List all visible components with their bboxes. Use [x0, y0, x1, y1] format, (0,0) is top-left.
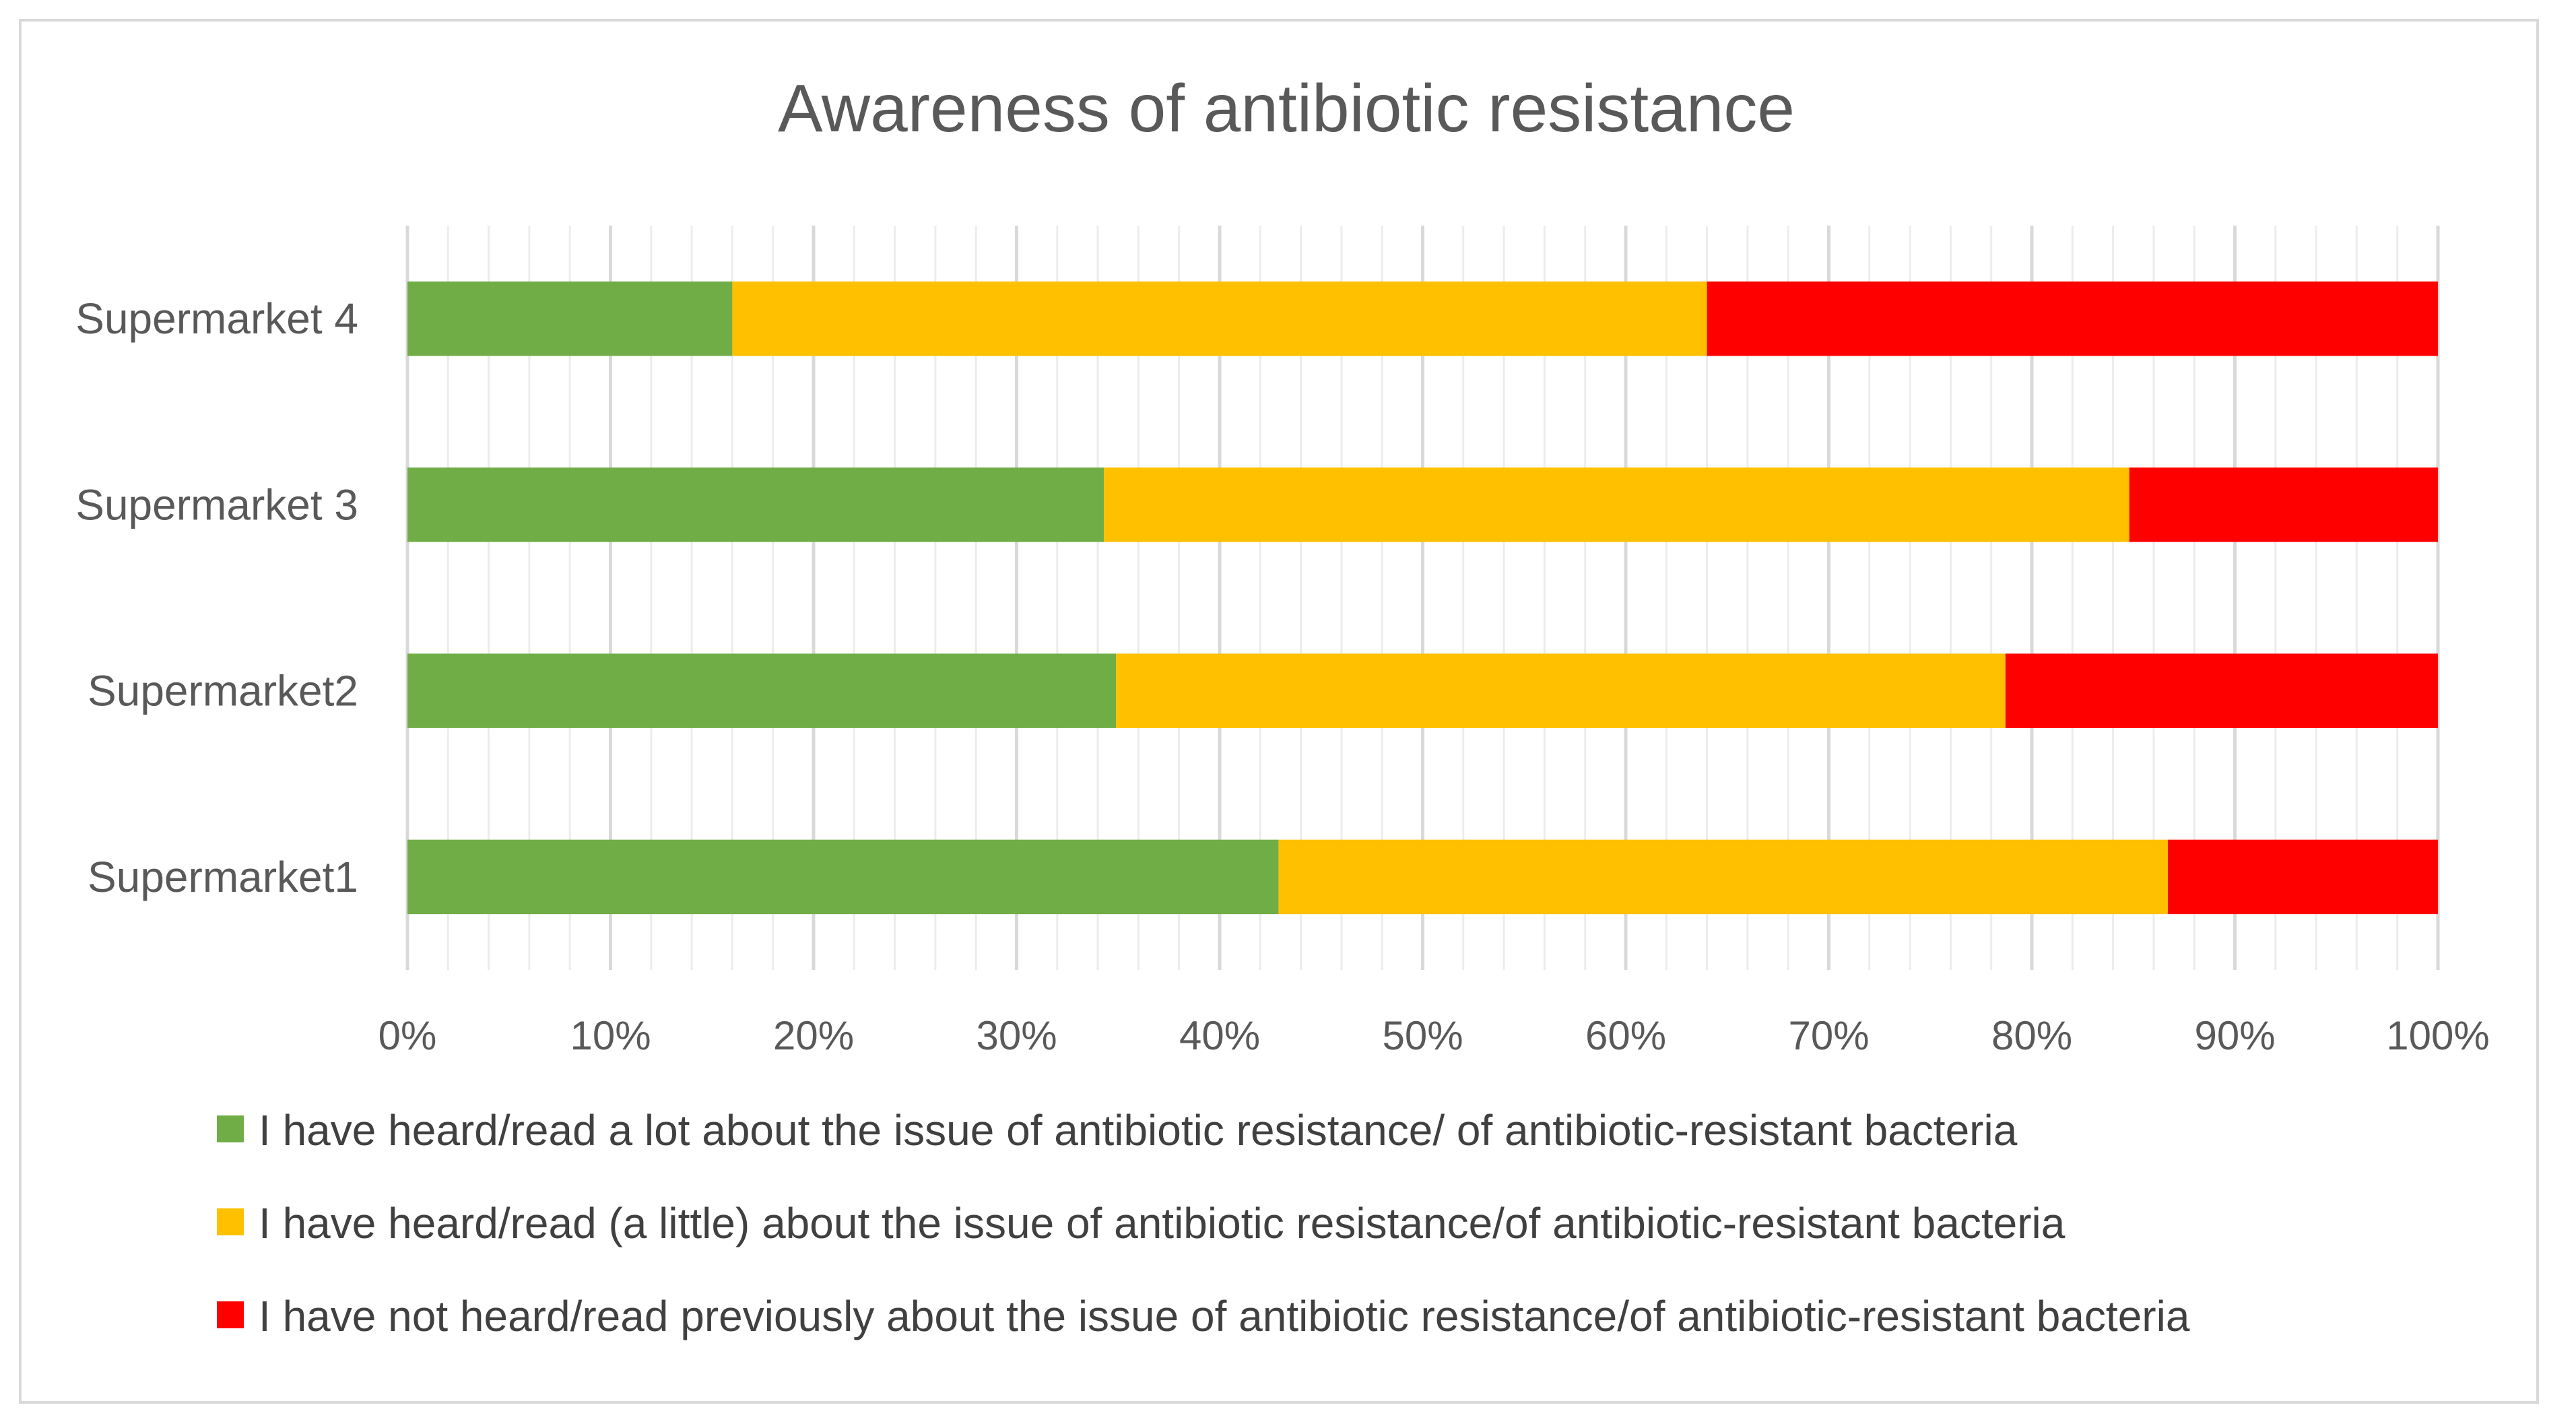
bar-segment [1104, 467, 2129, 542]
legend-swatch [217, 1301, 244, 1328]
bar-segment [1278, 839, 2169, 915]
bar-segment [407, 839, 1279, 915]
bar-segment [2168, 839, 2438, 915]
x-tick-label: 90% [2194, 1013, 2275, 1058]
legend-swatch [217, 1208, 244, 1235]
legend-label: I have heard/read (a little) about the i… [259, 1199, 2066, 1247]
category-label: Supermarket 4 [75, 294, 358, 343]
legend-swatch [217, 1115, 244, 1142]
x-tick-label: 30% [976, 1013, 1057, 1058]
bar-segment [2129, 467, 2438, 542]
category-label: Supermarket2 [88, 667, 358, 715]
x-tick-label: 10% [570, 1013, 651, 1058]
category-label: Supermarket1 [88, 853, 358, 901]
x-tick-label: 80% [1991, 1013, 2072, 1058]
x-tick-label: 100% [2386, 1013, 2489, 1058]
bar-segment [407, 467, 1104, 542]
legend-label: I have heard/read a lot about the issue … [259, 1106, 2018, 1155]
bar-segment [407, 281, 733, 356]
x-tick-label: 40% [1179, 1013, 1260, 1058]
x-tick-label: 0% [378, 1013, 437, 1058]
x-tick-label: 60% [1585, 1013, 1666, 1058]
legend: I have heard/read a lot about the issue … [217, 1106, 2190, 1340]
bar-segment [1707, 281, 2438, 356]
bar-segment [2005, 653, 2438, 728]
bar-segment [407, 653, 1117, 728]
category-labels: Supermarket 4 Supermarket 3 Supermarket2 Su… [75, 294, 358, 901]
bar-segment [732, 281, 1707, 356]
category-label: Supermarket 3 [75, 480, 358, 529]
x-tick-labels: 0% 10% 20% 30% 40% 50% 60% 70% 80% 90% 100% [378, 1013, 2490, 1058]
x-tick-label: 50% [1382, 1013, 1463, 1058]
legend-label: I have not heard/read previously about t… [259, 1292, 2190, 1340]
bar-segment [1116, 653, 2006, 728]
chart-title: Awareness of antibiotic resistance [778, 71, 1795, 146]
x-tick-label: 20% [773, 1013, 854, 1058]
bars [407, 281, 2438, 915]
x-tick-label: 70% [1788, 1013, 1869, 1058]
